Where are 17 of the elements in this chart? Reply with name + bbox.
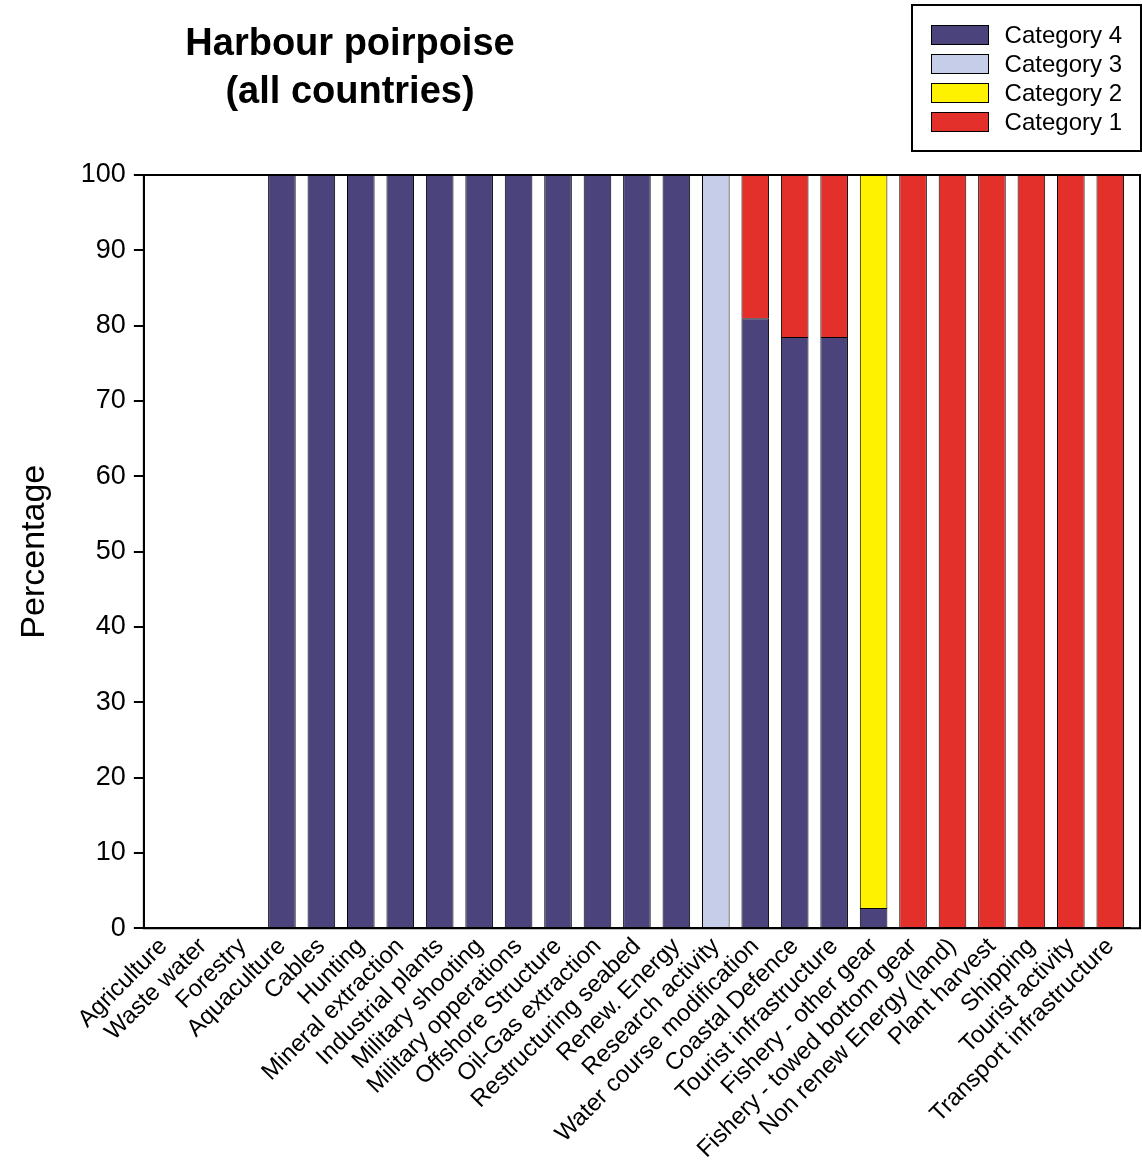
y-tick-label: 90 [95,233,126,264]
y-tick-label: 20 [95,761,126,792]
y-tick-label: 10 [95,836,126,867]
legend-label: Category 1 [1004,107,1122,136]
y-tick-label: 60 [95,459,126,490]
chart-title: Harbour poirpoise (all countries) [184,20,516,113]
legend-label: Category 3 [1004,49,1122,78]
y-tick-label: 50 [95,535,126,566]
y-axis-title: Percentage [12,464,51,639]
y-tick-label: 80 [95,309,126,340]
y-tick-label: 30 [95,685,126,716]
legend-label: Category 4 [1004,20,1122,49]
legend-label: Category 2 [1004,78,1122,107]
y-tick-label: 0 [110,911,126,942]
y-tick-label: 40 [95,610,126,641]
y-tick-label: 70 [95,384,126,415]
y-tick-label: 100 [80,158,126,189]
